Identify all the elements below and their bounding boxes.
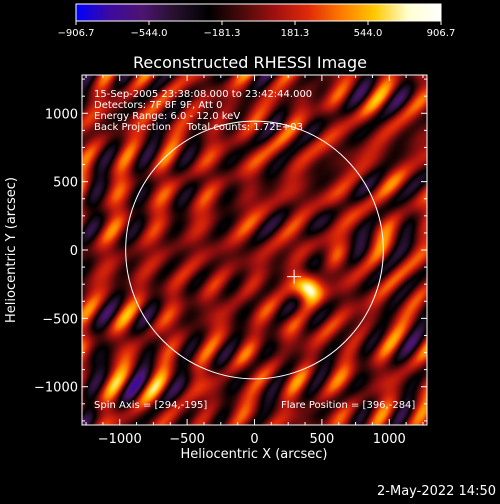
y-tick-label: −1000	[34, 381, 78, 396]
x-tick-label: −500	[169, 432, 205, 447]
colorbar-tick-label: 181.3	[281, 28, 310, 39]
flare-position-label: Flare Position = [396,-284]	[281, 400, 415, 411]
y-tick-label: −500	[42, 312, 78, 327]
footer-timestamp: 2-May-2022 14:50	[377, 484, 496, 499]
observation-info: 15-Sep-2005 23:38:08.000 to 23:42:44.000…	[94, 89, 415, 411]
y-axis: −1000 −500 0 500 1000	[34, 78, 427, 422]
x-axis: −1000 −500 0 500 1000	[85, 75, 424, 447]
y-axis-label: Heliocentric Y (arcsec)	[4, 177, 19, 323]
colorbar-tick-label: −181.3	[204, 28, 241, 39]
x-tick-label: 0	[250, 432, 258, 447]
colorbar-tick-label: 544.0	[354, 28, 383, 39]
info-line-detectors: Detectors: 7F 8F 9F, Att 0	[94, 100, 222, 111]
plot-area	[82, 75, 427, 425]
colorbar-tick-label: −544.0	[130, 28, 167, 39]
spin-axis-label: Spin Axis = [294,-195]	[94, 400, 207, 411]
colorbar-tick-label: 906.7	[427, 28, 456, 39]
colorbar-tick-label: −906.7	[57, 28, 94, 39]
y-tick-label: 500	[53, 176, 78, 191]
colorbar: −906.7 −544.0 −181.3 181.3 544.0 906.7	[57, 3, 455, 39]
x-tick-label: −1000	[98, 432, 142, 447]
x-tick-label: 1000	[373, 432, 406, 447]
chart-title: Reconstructed RHESSI Image	[133, 53, 367, 72]
y-tick-label: 1000	[45, 107, 78, 122]
colorbar-strip	[75, 3, 442, 22]
x-tick-label: 500	[309, 432, 334, 447]
solar-limb-circle	[125, 120, 384, 380]
info-line-method: Back Projection Total counts: 1.72E+03	[94, 122, 303, 133]
y-tick-label: 0	[70, 244, 78, 259]
spin-axis-cross	[287, 269, 302, 284]
colorbar-ticks: −906.7 −544.0 −181.3 181.3 544.0 906.7	[57, 21, 455, 39]
info-line-time: 15-Sep-2005 23:38:08.000 to 23:42:44.000	[94, 89, 312, 100]
info-line-energy: Energy Range: 6.0 - 12.0 keV	[94, 111, 240, 122]
x-axis-label: Heliocentric X (arcsec)	[181, 447, 328, 462]
heatmap-image	[82, 75, 427, 425]
